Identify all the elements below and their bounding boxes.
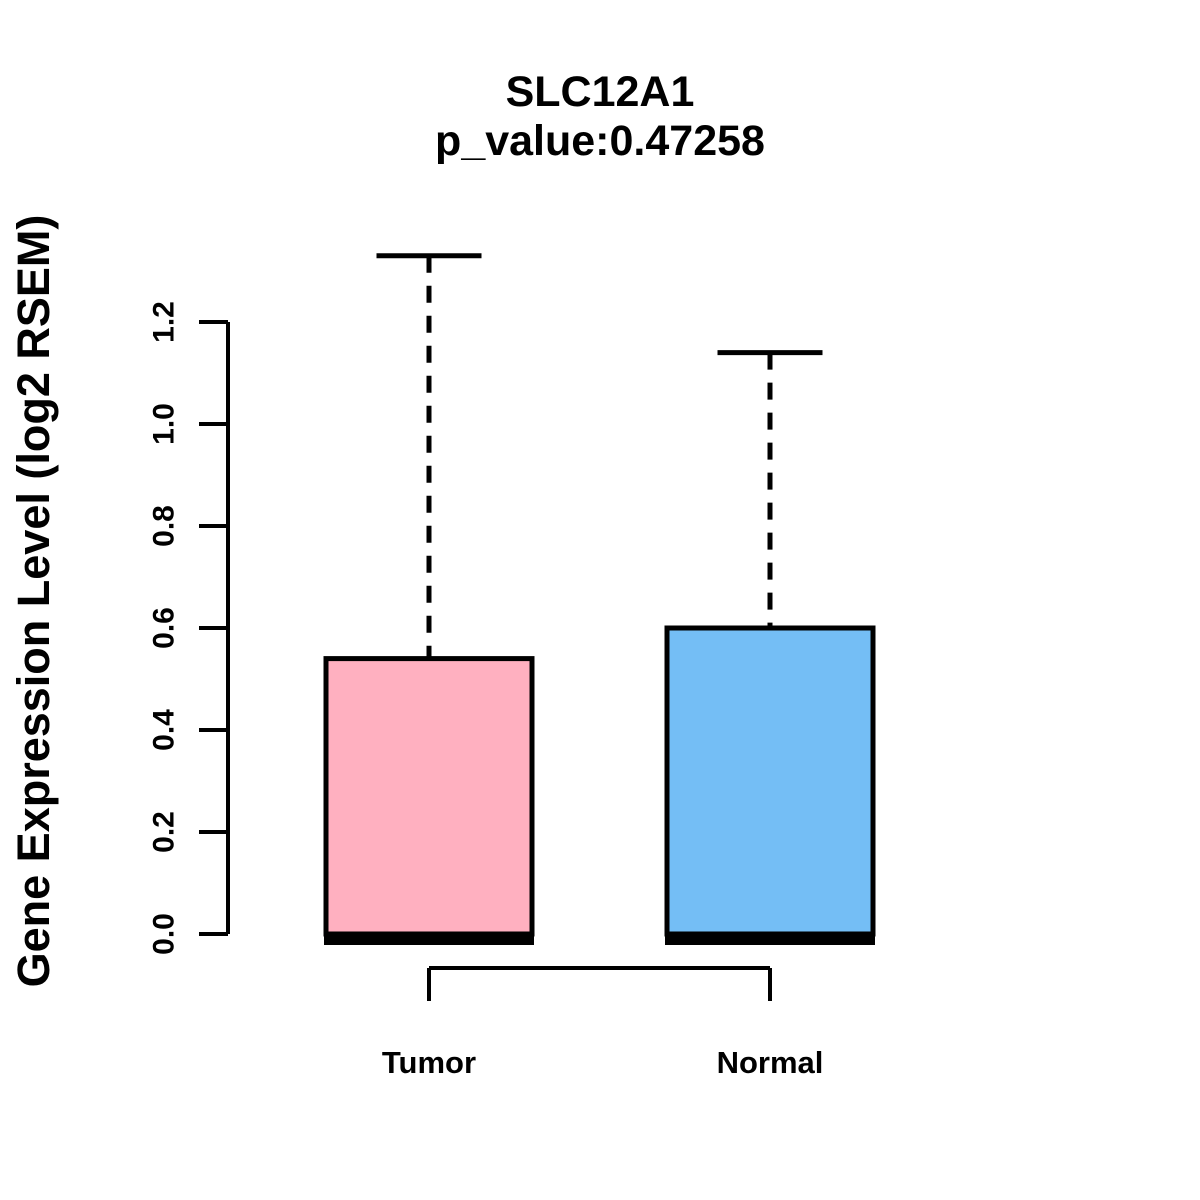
title-block: SLC12A1 p_value:0.47258 <box>0 68 1200 166</box>
chart-title: SLC12A1 <box>505 68 695 116</box>
x-label-tumor: Tumor <box>382 1045 476 1080</box>
box-tumor <box>323 656 535 937</box>
y-tick-label: 1.0 <box>148 403 181 445</box>
y-tick-label: 0.8 <box>148 505 181 547</box>
chart-subtitle: p_value:0.47258 <box>435 117 765 165</box>
y-tick-label: 0.2 <box>148 811 181 853</box>
box-normal <box>664 625 876 937</box>
y-tick-label: 0.6 <box>148 607 181 649</box>
x-label-normal: Normal <box>717 1045 824 1080</box>
y-tick-label: 1.2 <box>148 301 181 343</box>
y-tick-label: 0.4 <box>148 709 181 751</box>
y-tick-label: 0.0 <box>148 913 181 955</box>
